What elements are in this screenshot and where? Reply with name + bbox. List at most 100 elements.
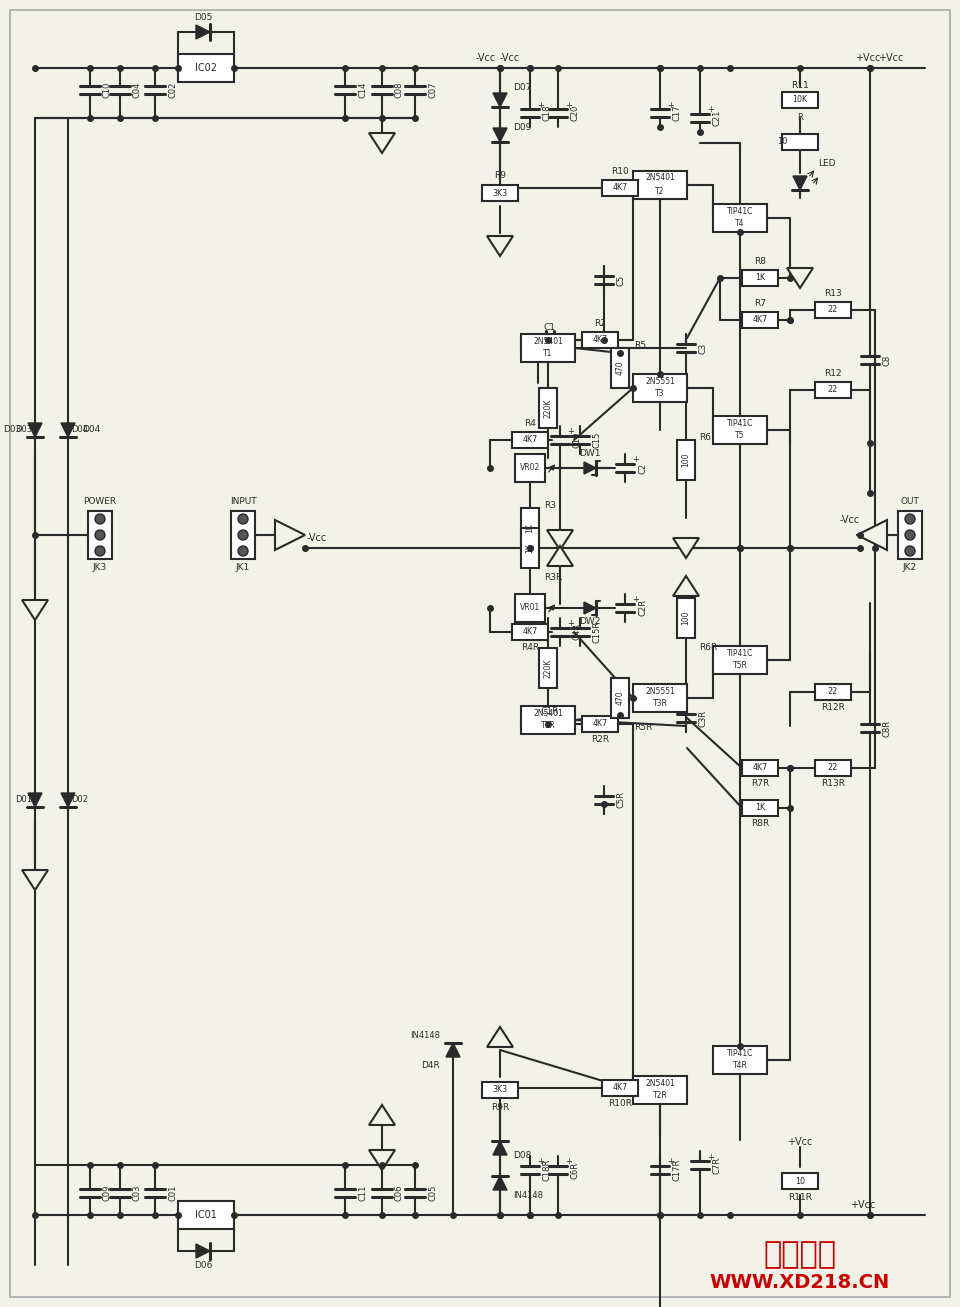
Text: +: + — [708, 1153, 714, 1162]
Text: 4K7: 4K7 — [753, 763, 768, 772]
Text: JK1: JK1 — [236, 563, 251, 572]
Text: -Vcc: -Vcc — [500, 54, 520, 63]
Bar — [539, 648, 557, 687]
Text: R8: R8 — [754, 257, 766, 267]
Text: R5R: R5R — [634, 724, 652, 732]
Polygon shape — [547, 546, 573, 566]
Text: R3: R3 — [544, 502, 556, 511]
Bar — [677, 440, 695, 480]
Text: R8R: R8R — [751, 819, 769, 829]
Bar — [521, 335, 575, 362]
Bar — [633, 374, 687, 403]
Text: R9R: R9R — [491, 1103, 509, 1111]
Polygon shape — [446, 1043, 460, 1057]
Bar — [521, 508, 539, 548]
Bar — [512, 433, 548, 448]
Bar — [677, 599, 695, 638]
Text: C8R: C8R — [883, 719, 892, 737]
Bar — [521, 706, 575, 735]
Bar — [602, 1080, 638, 1097]
Text: OUT: OUT — [900, 498, 920, 507]
Circle shape — [905, 531, 915, 540]
Text: R5: R5 — [634, 341, 646, 350]
Bar — [782, 91, 818, 108]
Text: D03: D03 — [3, 426, 21, 434]
Text: R6R: R6R — [699, 643, 717, 652]
Polygon shape — [22, 600, 48, 620]
Circle shape — [95, 514, 105, 524]
Text: 1K: 1K — [525, 544, 535, 553]
Bar — [515, 454, 545, 482]
Circle shape — [238, 531, 248, 540]
Text: R13: R13 — [824, 289, 842, 298]
Bar — [633, 171, 687, 199]
Text: C5: C5 — [617, 274, 626, 285]
Text: R10R: R10R — [608, 1099, 632, 1108]
Bar — [521, 528, 539, 569]
Text: C03: C03 — [133, 1184, 142, 1201]
Text: C21: C21 — [713, 110, 722, 127]
Polygon shape — [196, 25, 210, 39]
Text: +: + — [567, 427, 574, 437]
Text: IC01: IC01 — [195, 1210, 217, 1219]
Text: 4K7: 4K7 — [753, 315, 768, 324]
Text: C19: C19 — [573, 431, 582, 448]
Text: C15: C15 — [593, 431, 602, 448]
Text: VR02: VR02 — [520, 464, 540, 473]
Text: C09: C09 — [103, 1185, 112, 1201]
Text: R7R: R7R — [751, 779, 769, 788]
Text: R13R: R13R — [821, 779, 845, 788]
Polygon shape — [493, 93, 507, 107]
Text: 2N5551: 2N5551 — [645, 376, 675, 386]
Text: D07: D07 — [513, 84, 532, 93]
Text: +: + — [667, 1158, 675, 1167]
Text: R4: R4 — [524, 420, 536, 429]
Text: R6: R6 — [699, 434, 711, 443]
Text: 4K7: 4K7 — [522, 627, 538, 637]
Text: +: + — [708, 106, 714, 115]
Text: +Vcc: +Vcc — [854, 54, 880, 63]
Bar — [88, 511, 112, 559]
Polygon shape — [673, 576, 699, 596]
Text: C8: C8 — [883, 354, 892, 366]
Text: 2N5401: 2N5401 — [645, 1078, 675, 1087]
Text: 4K7: 4K7 — [592, 336, 608, 345]
Text: T4: T4 — [735, 220, 745, 229]
Text: -Vcc: -Vcc — [307, 533, 327, 542]
Text: C11: C11 — [358, 1185, 367, 1201]
Text: C2R: C2R — [638, 600, 647, 617]
Text: R2: R2 — [594, 319, 606, 328]
Text: R3R: R3R — [544, 574, 563, 583]
Text: D08: D08 — [513, 1150, 532, 1159]
Text: 鑫都电子: 鑫都电子 — [763, 1240, 836, 1269]
Polygon shape — [493, 1176, 507, 1189]
Text: R12: R12 — [825, 370, 842, 379]
Text: D02: D02 — [71, 796, 88, 805]
Text: C1: C1 — [544, 324, 556, 332]
Text: 3K3: 3K3 — [492, 188, 508, 197]
Bar — [713, 416, 767, 444]
Text: C10: C10 — [103, 82, 112, 98]
Text: +: + — [667, 101, 675, 110]
Text: INPUT: INPUT — [229, 498, 256, 507]
Bar — [713, 646, 767, 674]
Circle shape — [238, 546, 248, 555]
Text: C07: C07 — [428, 82, 437, 98]
Bar — [539, 388, 557, 427]
Bar — [178, 54, 234, 82]
Text: C14: C14 — [358, 82, 367, 98]
Text: 10K: 10K — [792, 95, 807, 105]
Polygon shape — [61, 423, 75, 437]
Polygon shape — [275, 520, 305, 550]
Text: T4R: T4R — [732, 1061, 748, 1070]
Text: D09: D09 — [513, 123, 532, 132]
Text: +: + — [633, 596, 639, 605]
Bar — [713, 1046, 767, 1074]
Polygon shape — [22, 870, 48, 890]
Bar — [742, 312, 778, 328]
Text: D01: D01 — [15, 796, 32, 805]
Polygon shape — [487, 237, 513, 256]
Text: C1R: C1R — [540, 707, 559, 716]
Polygon shape — [369, 1150, 395, 1170]
Text: +: + — [565, 101, 572, 110]
